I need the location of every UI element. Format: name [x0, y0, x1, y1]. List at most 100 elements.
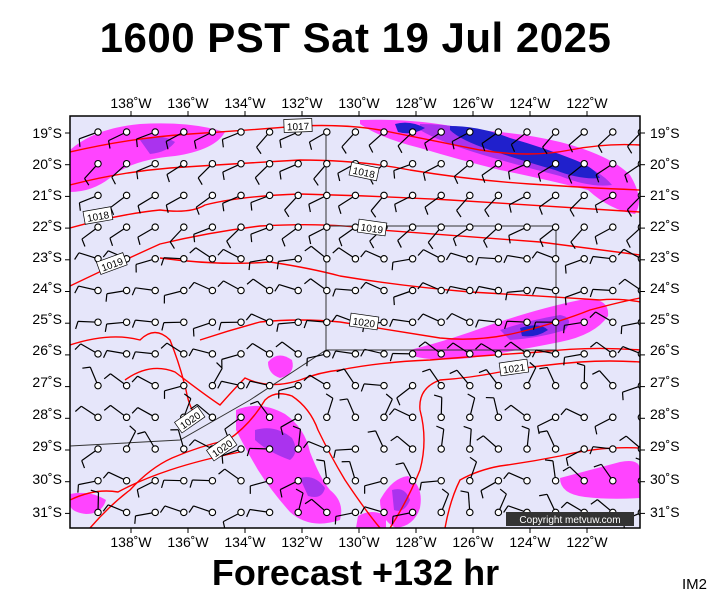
wind-barb — [104, 318, 131, 332]
map-frame — [69, 115, 641, 529]
wind-barb — [390, 435, 417, 453]
wind-barb — [466, 393, 476, 422]
wind-barb — [481, 159, 503, 183]
wind-barb — [617, 248, 640, 263]
wind-barb — [424, 191, 445, 215]
wind-barb — [278, 381, 302, 399]
lat-label: 29˚S — [650, 438, 680, 454]
wind-barb — [564, 255, 588, 274]
wind-barb — [480, 476, 503, 499]
wind-barb — [280, 413, 302, 436]
wind-barb — [134, 508, 159, 524]
wind-barb — [419, 476, 445, 491]
wind-barb — [433, 394, 445, 422]
wind-barb — [589, 445, 617, 455]
wind-barb — [397, 223, 417, 248]
lat-label: 30˚S — [32, 471, 62, 487]
wind-barb — [74, 343, 102, 358]
lat-label: 27˚S — [32, 374, 62, 390]
lon-label: 132˚W — [281, 534, 323, 550]
wind-barb — [476, 435, 503, 453]
wind-barb — [308, 128, 331, 150]
wind-barb — [422, 368, 445, 390]
copyright-box: Copyright metvuw.com — [506, 512, 634, 526]
wind-barb — [274, 283, 302, 295]
wind-barb — [436, 425, 445, 453]
wind-barb — [131, 286, 159, 296]
wind-barb — [246, 508, 274, 518]
wind-barb — [393, 159, 417, 179]
wind-barb — [169, 223, 188, 249]
wind-barb — [135, 255, 159, 273]
wind-barb — [620, 318, 640, 335]
isobar-label: 1021 — [498, 358, 530, 376]
wind-barb — [521, 425, 531, 453]
forecast-label: Forecast +132 hr — [211, 552, 500, 593]
wind-barb — [276, 255, 302, 270]
wind-barb — [218, 318, 245, 331]
wind-barb — [504, 404, 531, 422]
latitude-labels-left: 19˚S 20˚S 21˚S 22˚S 23˚S 24˚S 25˚S 26˚S … — [32, 125, 62, 520]
latitude-labels-right: 19˚S 20˚S 21˚S 22˚S 23˚S 24˚S 25˚S 26˚S … — [650, 125, 680, 520]
wind-barb — [102, 349, 131, 359]
wind-barb — [222, 191, 245, 212]
wind-barb — [131, 375, 159, 390]
wind-barb — [389, 318, 417, 327]
lat-label: 27˚S — [650, 374, 680, 390]
lat-label: 19˚S — [32, 125, 62, 141]
wind-barb — [456, 191, 474, 218]
wind-barb — [188, 505, 217, 517]
wind-barb — [539, 430, 560, 453]
wind-barb — [246, 278, 274, 295]
wind-barb — [338, 223, 360, 247]
wind-barb — [331, 350, 360, 359]
wind-barb — [82, 366, 102, 390]
wind-barb — [560, 408, 588, 422]
isobar-label: 1018 — [82, 206, 114, 225]
wind-barb — [504, 341, 531, 358]
lat-label: 30˚S — [650, 471, 680, 487]
wind-barb — [308, 223, 331, 245]
wind-barb — [466, 456, 478, 485]
wind-barb — [453, 159, 474, 184]
wind-barb — [197, 159, 217, 186]
wind-barb — [131, 407, 159, 422]
wind-barb — [503, 472, 531, 485]
wind-barb — [160, 255, 188, 266]
svg-text:1018: 1018 — [86, 210, 110, 225]
wind-barb — [391, 508, 417, 525]
wind-barb — [103, 373, 131, 390]
wind-barb — [170, 429, 188, 453]
lon-label: 134˚W — [224, 534, 266, 550]
wind-barb — [368, 128, 388, 153]
wind-barb — [109, 223, 131, 246]
wind-barb — [589, 255, 617, 265]
wind-barb — [505, 286, 531, 301]
wind-barb — [341, 128, 360, 154]
wind-barb — [245, 380, 274, 390]
lat-label: 29˚S — [32, 438, 62, 454]
wind-barb — [336, 368, 360, 390]
wind-barb — [304, 278, 331, 295]
wind-barb — [367, 430, 388, 453]
wind-barb — [218, 468, 245, 485]
wind-barb — [303, 374, 331, 390]
wind-barb — [160, 476, 188, 489]
wind-barb — [424, 128, 445, 152]
wind-barb — [334, 508, 360, 525]
wind-barb — [284, 191, 302, 218]
wind-barb — [504, 318, 531, 330]
wind-barb — [254, 159, 274, 185]
lon-label: 132˚W — [281, 95, 323, 111]
wind-barb — [417, 282, 445, 295]
wind-barb — [192, 318, 217, 337]
wind-barb — [137, 191, 159, 214]
wind-barb — [102, 471, 131, 485]
wind-barb — [397, 128, 417, 154]
wind-barb — [417, 313, 445, 326]
wind-barb — [249, 400, 274, 422]
wind-barb — [360, 348, 388, 358]
lon-label: 128˚W — [395, 534, 437, 550]
wind-barb — [589, 311, 617, 326]
wind-barb — [292, 425, 302, 453]
